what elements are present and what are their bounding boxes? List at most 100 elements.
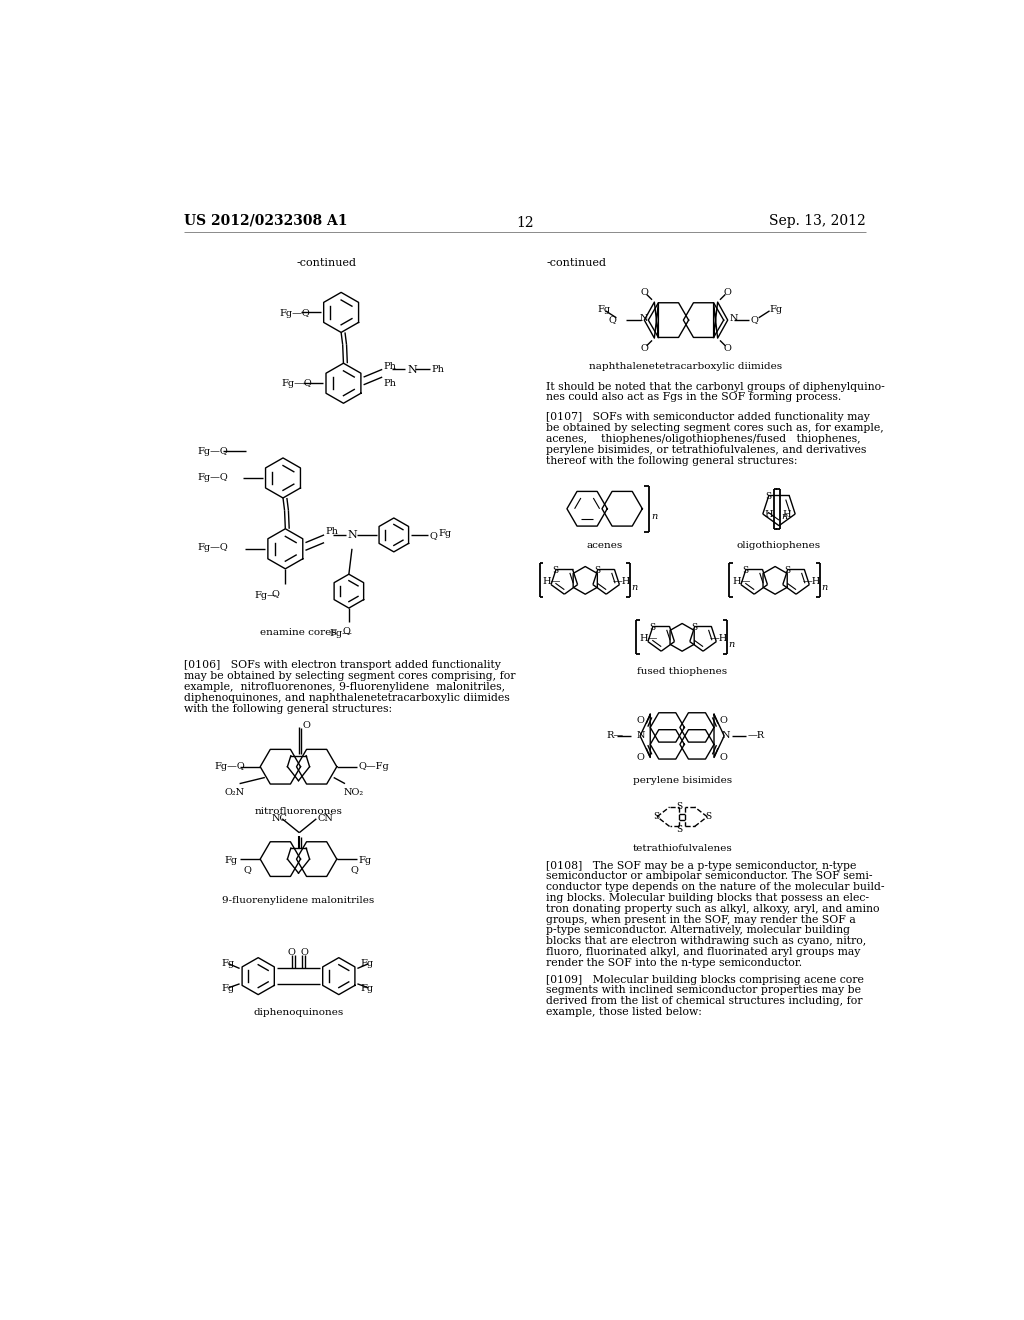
Text: Q: Q: [429, 531, 437, 540]
Text: Ph: Ph: [326, 527, 339, 536]
Text: Fg: Fg: [221, 960, 234, 968]
Text: acenes,    thiophenes/oligothiophenes/fused   thiophenes,: acenes, thiophenes/oligothiophenes/fused…: [547, 434, 861, 444]
Text: H—: H—: [543, 577, 561, 586]
Text: n: n: [651, 512, 657, 521]
Text: R—: R—: [606, 730, 623, 739]
Text: [0106]   SOFs with electron transport added functionality: [0106] SOFs with electron transport adde…: [183, 660, 501, 671]
Text: blocks that are electron withdrawing such as cyano, nitro,: blocks that are electron withdrawing suc…: [547, 936, 866, 946]
Text: CN: CN: [317, 814, 334, 824]
Text: naphthalenetetracarboxylic diimides: naphthalenetetracarboxylic diimides: [590, 363, 782, 371]
Text: S: S: [552, 566, 558, 576]
Text: It should be noted that the carbonyl groups of diphenylquino-: It should be noted that the carbonyl gro…: [547, 381, 886, 392]
Text: NO₂: NO₂: [343, 788, 364, 797]
Text: O: O: [720, 752, 727, 762]
Text: derived from the list of chemical structures including, for: derived from the list of chemical struct…: [547, 997, 863, 1006]
Text: diphenoquinones, and naphthalenetetracarboxylic diimides: diphenoquinones, and naphthalenetetracar…: [183, 693, 510, 702]
Text: N: N: [637, 730, 645, 739]
Text: semiconductor or ambipolar semiconductor. The SOF semi-: semiconductor or ambipolar semiconductor…: [547, 871, 873, 882]
Text: Fg: Fg: [360, 960, 374, 968]
Text: —H: —H: [710, 635, 728, 643]
Text: Fg—Q: Fg—Q: [198, 447, 228, 457]
Text: N: N: [407, 364, 417, 375]
Text: S: S: [742, 566, 749, 576]
Text: Fg: Fg: [221, 983, 234, 993]
Text: segments with inclined semiconductor properties may be: segments with inclined semiconductor pro…: [547, 985, 861, 995]
Text: Fg—Q: Fg—Q: [214, 762, 245, 771]
Text: Q: Q: [351, 866, 358, 874]
Text: diphenoquinones: diphenoquinones: [253, 1008, 344, 1018]
Text: enamine cores: enamine cores: [260, 628, 337, 638]
Text: Fg: Fg: [360, 983, 374, 993]
Text: O: O: [724, 345, 732, 354]
Text: Fg: Fg: [770, 305, 782, 314]
Text: Fg—Q: Fg—Q: [198, 544, 228, 552]
Text: conductor type depends on the nature of the molecular build-: conductor type depends on the nature of …: [547, 882, 885, 892]
Text: N: N: [347, 531, 357, 540]
Text: fused thiophenes: fused thiophenes: [637, 667, 727, 676]
Text: tron donating property such as alkyl, alkoxy, aryl, and amino: tron donating property such as alkyl, al…: [547, 904, 880, 913]
Text: O: O: [288, 948, 296, 957]
Text: thereof with the following general structures:: thereof with the following general struc…: [547, 455, 798, 466]
Text: -continued: -continued: [547, 259, 606, 268]
Text: O: O: [637, 752, 645, 762]
Text: Fg: Fg: [598, 305, 611, 314]
Text: O: O: [720, 715, 727, 725]
Text: S: S: [784, 566, 791, 576]
Text: 9-fluorenylidene malonitriles: 9-fluorenylidene malonitriles: [222, 896, 375, 906]
Text: H—: H—: [640, 635, 657, 643]
Text: p-type semiconductor. Alternatively, molecular building: p-type semiconductor. Alternatively, mol…: [547, 925, 851, 936]
Text: S: S: [691, 623, 697, 632]
Text: —R: —R: [748, 730, 765, 739]
Text: O: O: [302, 721, 310, 730]
Text: S: S: [706, 812, 712, 821]
Text: Fg—Q: Fg—Q: [198, 473, 228, 482]
Text: Fg—: Fg—: [330, 628, 352, 638]
Text: S: S: [594, 566, 600, 576]
Text: with the following general structures:: with the following general structures:: [183, 704, 392, 714]
Text: nitrofluorenones: nitrofluorenones: [255, 807, 342, 816]
Text: —H: —H: [802, 577, 820, 586]
Text: [0107]   SOFs with semiconductor added functionality may: [0107] SOFs with semiconductor added fun…: [547, 412, 870, 422]
Text: nes could also act as Fgs in the SOF forming process.: nes could also act as Fgs in the SOF for…: [547, 392, 842, 403]
Text: [0108]   The SOF may be a p-type semiconductor, n-type: [0108] The SOF may be a p-type semicondu…: [547, 861, 857, 871]
Text: Q: Q: [751, 314, 759, 323]
Text: tetrathiofulvalenes: tetrathiofulvalenes: [632, 845, 732, 854]
Text: NC: NC: [271, 814, 288, 824]
Text: S: S: [653, 812, 659, 821]
Text: Q: Q: [271, 589, 280, 598]
Text: Fg—Q: Fg—Q: [280, 309, 310, 318]
Text: ing blocks. Molecular building blocks that possess an elec-: ing blocks. Molecular building blocks th…: [547, 892, 869, 903]
Text: H: H: [764, 510, 773, 519]
Text: [0109]   Molecular building blocks comprising acene core: [0109] Molecular building blocks compris…: [547, 974, 864, 985]
Text: —H: —H: [612, 577, 631, 586]
Text: perylene bisimides: perylene bisimides: [633, 776, 732, 785]
Text: S: S: [676, 825, 682, 834]
Text: be obtained by selecting segment cores such as, for example,: be obtained by selecting segment cores s…: [547, 424, 885, 433]
Text: US 2012/0232308 A1: US 2012/0232308 A1: [183, 214, 347, 228]
Text: n: n: [821, 583, 827, 593]
Text: Fg—Q: Fg—Q: [282, 379, 312, 388]
Text: n: n: [781, 512, 787, 521]
Text: render the SOF into the n-type semiconductor.: render the SOF into the n-type semicondu…: [547, 958, 803, 968]
Text: acenes: acenes: [587, 541, 623, 550]
Text: Q: Q: [608, 314, 616, 323]
Text: groups, when present in the SOF, may render the SOF a: groups, when present in the SOF, may ren…: [547, 915, 856, 924]
Text: N: N: [721, 730, 729, 739]
Text: N: N: [729, 314, 737, 323]
Text: H—: H—: [732, 577, 751, 586]
Text: fluoro, fluorinated alkyl, and fluorinated aryl groups may: fluoro, fluorinated alkyl, and fluorinat…: [547, 946, 861, 957]
Text: Ph: Ph: [432, 364, 444, 374]
Text: -continued: -continued: [297, 259, 357, 268]
Text: O: O: [724, 288, 732, 297]
Text: O: O: [640, 345, 648, 354]
Text: Q: Q: [243, 866, 251, 874]
Text: O: O: [301, 948, 308, 957]
Text: Sep. 13, 2012: Sep. 13, 2012: [769, 214, 866, 228]
Text: 12: 12: [516, 216, 534, 230]
Text: Q: Q: [343, 627, 350, 635]
Text: Fg: Fg: [358, 855, 372, 865]
Text: O₂N: O₂N: [225, 788, 245, 797]
Text: H: H: [782, 510, 792, 519]
Text: oligothiophenes: oligothiophenes: [737, 541, 821, 550]
Text: S: S: [649, 623, 655, 632]
